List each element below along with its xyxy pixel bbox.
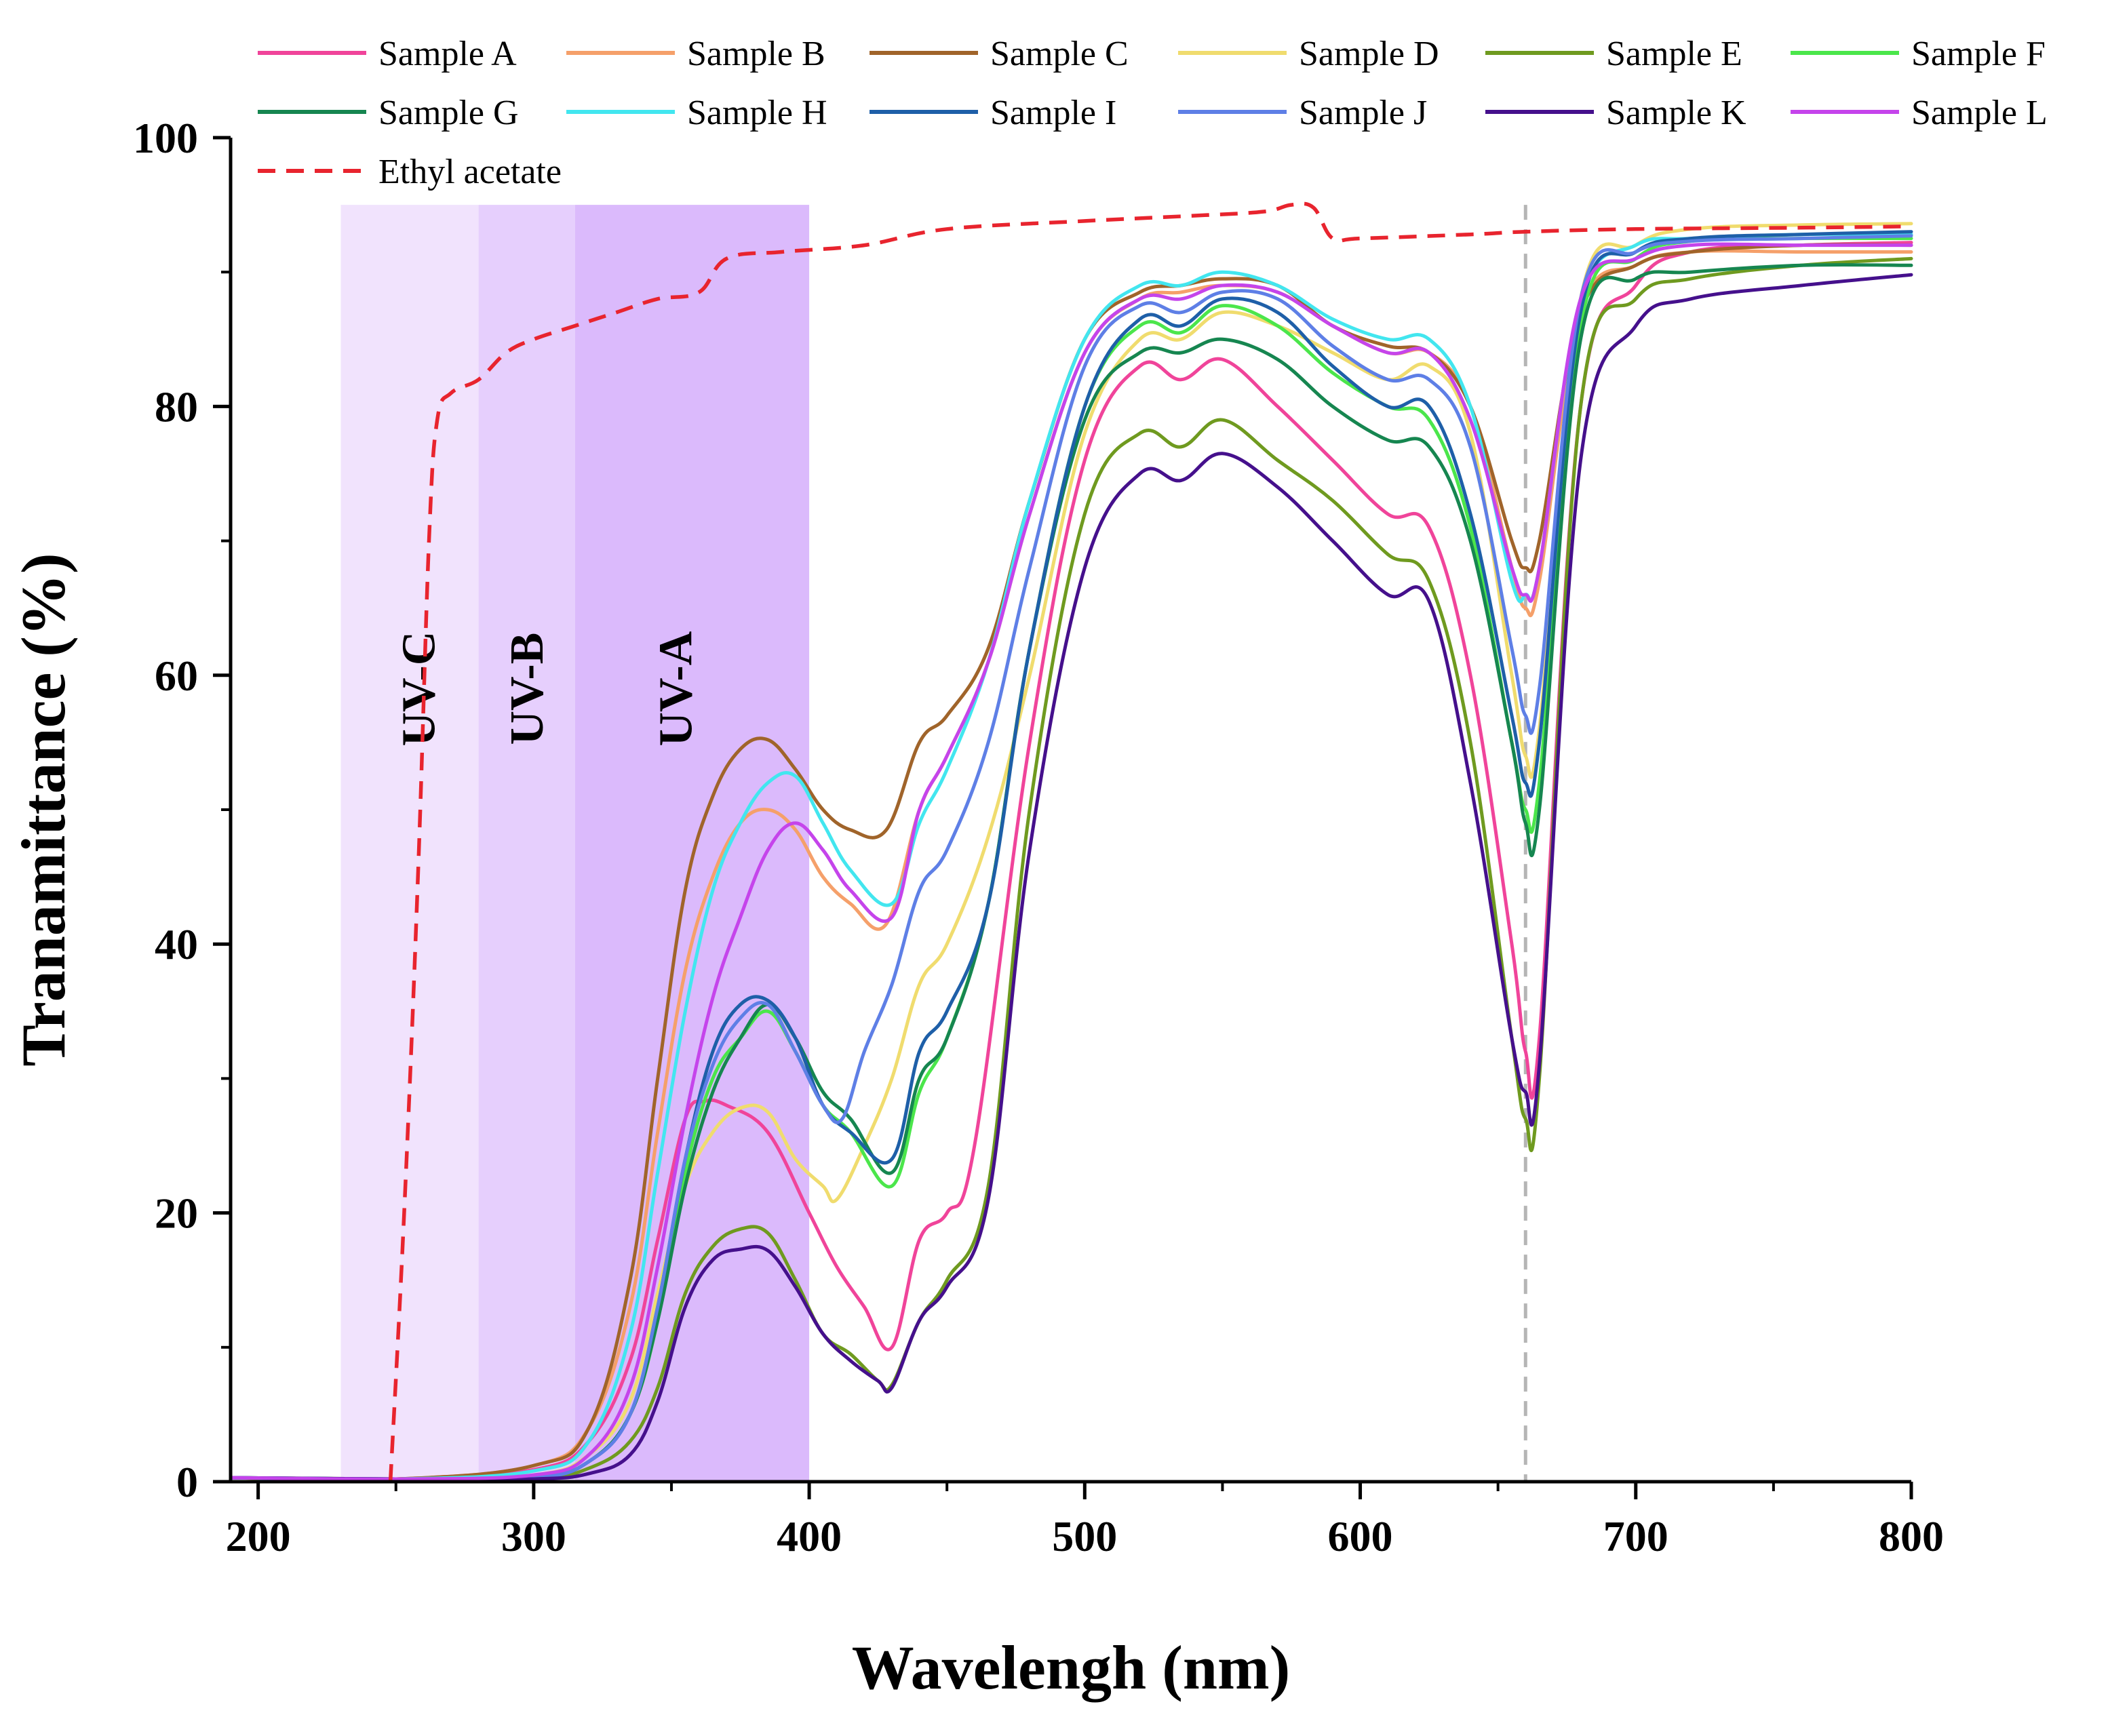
legend-label-sample-f: Sample F <box>1911 35 2046 73</box>
legend-label-sample-l: Sample L <box>1911 94 2048 132</box>
x-tick-label-800: 800 <box>1879 1512 1944 1560</box>
x-tick-label-300: 300 <box>501 1512 566 1560</box>
legend-item-sample-h: Sample H <box>566 94 827 132</box>
legend-label-sample-e: Sample E <box>1606 35 1742 73</box>
y-tick-label-100: 100 <box>133 114 198 162</box>
legend-item-sample-b: Sample B <box>566 35 825 73</box>
x-axis-title: Wavelengh (nm) <box>852 1633 1291 1702</box>
legend-item-ethyl-acetate: Ethyl acetate <box>258 153 562 191</box>
legend: Sample A Sample B Sample C Sample D Sample E… <box>258 35 2048 191</box>
legend-label-ethyl-acetate: Ethyl acetate <box>378 153 562 191</box>
legend-item-sample-j: Sample J <box>1178 94 1427 132</box>
series-line-sample-k <box>229 273 1913 1482</box>
x-tick-label-700: 700 <box>1603 1512 1668 1560</box>
legend-item-sample-l: Sample L <box>1791 94 2048 132</box>
legend-label-sample-c: Sample C <box>990 35 1129 73</box>
legend-label-sample-i: Sample I <box>990 94 1116 132</box>
legend-label-sample-b: Sample B <box>687 35 825 73</box>
legend-label-sample-d: Sample D <box>1299 35 1439 73</box>
y-tick-label-20: 20 <box>155 1189 198 1238</box>
legend-item-sample-g: Sample G <box>258 94 519 132</box>
axes: 200 300 400 500 600 700 800 0 20 40 60 80 100 Wavelen… <box>9 114 1944 1702</box>
series-line-sample-l <box>229 242 1913 1481</box>
legend-item-sample-k: Sample K <box>1485 94 1746 132</box>
uv-bands: UV-C UV-B UV-A <box>340 205 810 1482</box>
legend-label-sample-j: Sample J <box>1299 94 1427 132</box>
x-tick-label-400: 400 <box>777 1512 842 1560</box>
y-tick-label-60: 60 <box>155 652 198 700</box>
y-tick-label-40: 40 <box>155 920 198 968</box>
band-label-uv-b: UV-B <box>501 633 553 745</box>
y-tick-label-0: 0 <box>176 1458 198 1506</box>
legend-label-sample-a: Sample A <box>378 35 517 73</box>
legend-label-sample-g: Sample G <box>378 94 519 132</box>
legend-item-sample-a: Sample A <box>258 35 517 73</box>
legend-item-sample-e: Sample E <box>1485 35 1742 73</box>
band-uv-b <box>478 205 575 1482</box>
legend-item-sample-c: Sample C <box>870 35 1129 73</box>
x-tick-label-500: 500 <box>1052 1512 1117 1560</box>
legend-item-sample-d: Sample D <box>1178 35 1439 73</box>
series-line-sample-j <box>229 234 1913 1482</box>
band-label-uv-a: UV-A <box>650 631 702 746</box>
band-uv-c <box>340 205 479 1482</box>
x-tick-label-600: 600 <box>1328 1512 1393 1560</box>
legend-label-sample-k: Sample K <box>1606 94 1746 132</box>
legend-label-sample-h: Sample H <box>687 94 827 132</box>
legend-item-sample-i: Sample I <box>870 94 1116 132</box>
band-label-uv-c: UV-C <box>393 631 445 747</box>
y-tick-label-80: 80 <box>155 382 198 431</box>
series-lines <box>229 222 1913 1482</box>
x-tick-label-200: 200 <box>226 1512 291 1560</box>
legend-item-sample-f: Sample F <box>1791 35 2046 73</box>
y-axis-title: Tranamittance (%) <box>9 553 78 1066</box>
